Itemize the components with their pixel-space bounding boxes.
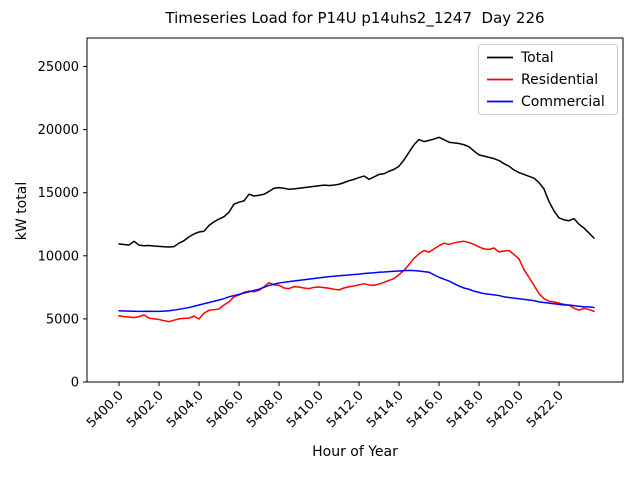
y-axis-label: kW total [14, 182, 30, 240]
x-tick-label: 5422.0 [524, 388, 567, 431]
x-tick-label: 5400.0 [84, 388, 127, 431]
legend-label-residential: Residential [521, 72, 598, 88]
legend-box [478, 44, 618, 115]
series-line-total [118, 136, 595, 248]
legend: Total Residential Commercial [478, 44, 618, 115]
x-tick-label: 5408.0 [244, 388, 287, 431]
x-tick-label: 5420.0 [484, 388, 527, 431]
y-tick-label: 10000 [38, 249, 79, 264]
y-tick-label: 5000 [46, 312, 79, 327]
y-tick-label: 20000 [38, 123, 79, 138]
x-tick-label: 5418.0 [444, 388, 487, 431]
x-tick-label: 5404.0 [164, 388, 207, 431]
y-tick-label: 25000 [38, 60, 79, 75]
series-line-residential [118, 240, 595, 323]
legend-label-total: Total [520, 50, 554, 66]
x-tick-label: 5412.0 [324, 388, 367, 431]
plot-lines [118, 136, 595, 323]
x-tick-label: 5414.0 [364, 388, 407, 431]
x-axis-label: Hour of Year [312, 444, 398, 460]
y-tick-label: 15000 [38, 186, 79, 201]
x-tick-label: 5406.0 [204, 388, 247, 431]
legend-label-commercial: Commercial [521, 94, 605, 110]
chart-title: Timeseries Load for P14U p14uhs2_1247 Da… [165, 9, 545, 27]
plot-area-border [86, 37, 624, 383]
x-tick-label: 5410.0 [284, 388, 327, 431]
x-axis-ticks: 5400.05402.05404.05406.05408.05410.05412… [84, 382, 567, 431]
x-tick-label: 5402.0 [124, 388, 167, 431]
x-tick-label: 5416.0 [404, 388, 447, 431]
y-tick-label: 0 [71, 376, 79, 391]
y-axis-ticks: 0 5000 10000 15000 20000 25000 [38, 60, 87, 391]
series-line-commercial [118, 269, 595, 313]
